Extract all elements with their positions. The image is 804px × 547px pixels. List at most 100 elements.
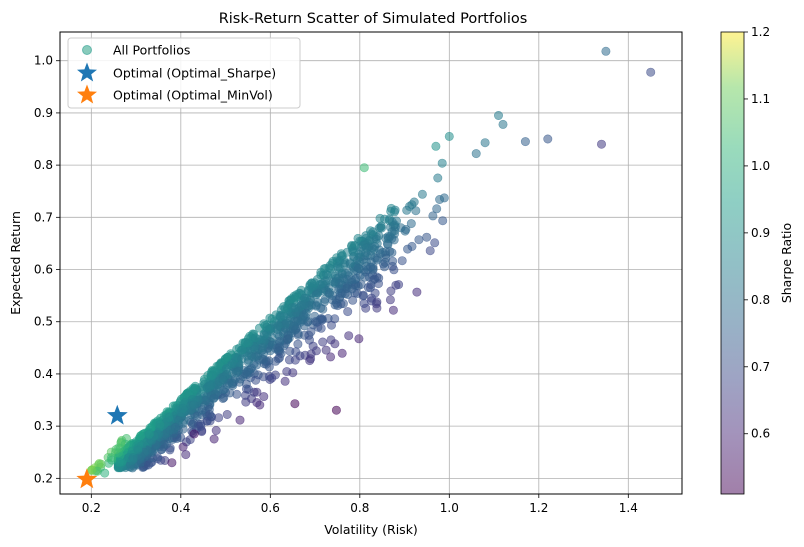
portfolio-point [189,429,199,439]
portfolio-point [361,243,371,253]
portfolio-point [190,384,200,394]
portfolio-point [250,333,260,343]
optimal-markers [76,404,128,489]
portfolio-point [211,425,221,435]
portfolio-point [340,289,350,299]
y-tick-label: 0.5 [34,315,53,329]
portfolio-point [259,392,269,402]
portfolio-point [353,263,363,273]
colorbar-tick-label: 1.2 [751,25,770,39]
portfolio-point [133,445,143,455]
portfolio-point [170,422,180,432]
portfolio-point [431,141,441,151]
portfolio-point [414,235,424,245]
portfolio-point [444,131,454,141]
portfolio-point [209,434,219,444]
portfolio-point [290,399,300,409]
x-tick-label: 1.2 [529,501,548,515]
portfolio-point [386,206,396,216]
portfolio-point [240,390,250,400]
x-tick-label: 0.8 [350,501,369,515]
portfolio-point [391,216,401,226]
portfolio-point [301,308,311,318]
portfolio-point [409,197,419,207]
x-axis-label: Volatility (Risk) [324,522,418,537]
portfolio-point [432,204,442,214]
portfolio-point [368,275,378,285]
portfolio-point [318,337,328,347]
y-tick-label: 1.0 [34,54,53,68]
x-tick-label: 1.0 [440,501,459,515]
legend-label: Optimal (Optimal_MinVol) [113,88,273,103]
portfolio-point [283,334,293,344]
legend-marker-optimal-sharpe [77,62,97,82]
portfolio-point [425,246,435,256]
portfolio-point [227,358,237,368]
portfolio-point [368,227,378,237]
portfolio-point [181,450,191,460]
portfolio-point [313,297,323,307]
portfolio-point [205,410,215,420]
portfolio-point [348,247,358,257]
y-tick-label: 0.4 [34,367,53,381]
portfolio-point [353,233,363,243]
portfolio-point [646,67,656,77]
portfolio-point [235,415,245,425]
portfolio-point [430,238,440,248]
y-axis-ticks: 0.2 0.3 0.4 0.5 0.6 0.7 0.8 0.9 1.0 [34,54,60,485]
portfolio-point [343,307,353,317]
portfolio-point [337,348,347,358]
y-tick-label: 0.9 [34,106,53,120]
portfolio-point [435,195,445,205]
portfolio-point [428,211,438,221]
legend-frame [67,37,301,109]
portfolio-point [324,289,334,299]
portfolio-point [251,375,261,385]
portfolio-point [438,216,448,226]
portfolio-point [372,297,382,307]
x-tick-label: 0.2 [82,501,101,515]
colorbar-tick-label: 0.9 [751,226,770,240]
portfolio-point [359,163,369,173]
portfolio-point [389,265,399,275]
portfolio-point [372,255,382,265]
portfolio-point [178,442,188,452]
portfolio-point [282,367,292,377]
portfolio-point [192,411,202,421]
portfolio-point [257,343,267,353]
portfolio-point [401,225,411,235]
portfolio-point [326,320,336,330]
portfolio-point [417,189,427,199]
portfolio-point [273,321,283,331]
portfolio-point [242,351,252,361]
portfolio-point [412,287,422,297]
portfolio-point [334,293,344,303]
colorbar-ticks: 0.6 0.7 0.8 0.9 1.0 1.1 1.2 [744,25,770,441]
portfolio-point [326,352,336,362]
portfolio-point [311,346,321,356]
portfolio-point [265,313,275,323]
portfolio-point [345,258,355,268]
portfolio-point [209,393,219,403]
portfolio-point [107,453,117,463]
x-tick-label: 1.4 [619,501,638,515]
portfolio-point [348,295,358,305]
portfolio-point [284,355,294,365]
chart-title: Risk-Return Scatter of Simulated Portfol… [219,11,528,27]
portfolio-point [520,137,530,147]
portfolio-point [136,431,146,441]
portfolio-point [280,304,290,314]
portfolio-point [144,429,154,439]
colorbar-tick-label: 0.6 [751,427,770,441]
portfolio-point [406,219,416,229]
colorbar-tick-label: 0.7 [751,360,770,374]
portfolio-point [273,343,283,353]
legend-marker-all-portfolios [82,45,92,55]
portfolio-point [397,256,407,266]
colorbar-tick-label: 1.1 [751,92,770,106]
portfolio-point [344,331,354,341]
portfolio-point [359,298,369,308]
portfolio-point [264,371,274,381]
portfolio-point [222,409,232,419]
portfolio-point [330,339,340,349]
